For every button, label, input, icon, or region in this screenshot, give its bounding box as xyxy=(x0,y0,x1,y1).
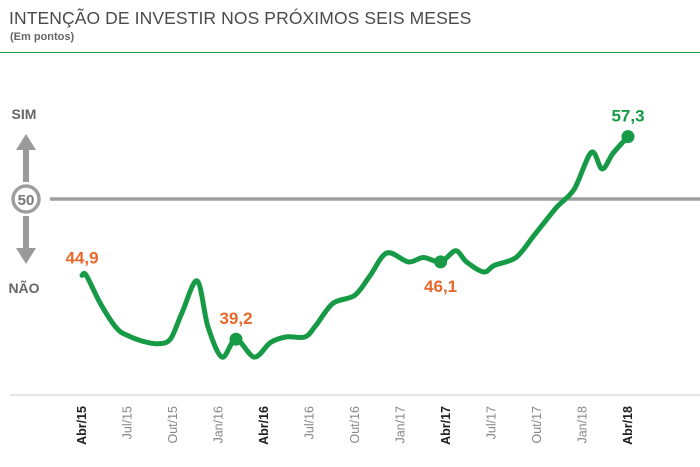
x-tick-label: Abr/17 xyxy=(439,406,453,445)
reference-circle xyxy=(11,184,41,214)
down-arrow-icon xyxy=(16,248,36,264)
chart-subtitle: (Em pontos) xyxy=(10,31,75,43)
data-label: 44,9 xyxy=(65,248,98,267)
indicator-down-label: NÃO xyxy=(8,279,39,296)
x-tick-label: Abr/16 xyxy=(257,406,271,445)
x-tick-label: Out/15 xyxy=(166,406,180,444)
data-label: 57,3 xyxy=(611,107,644,126)
x-tick-label: Jan/17 xyxy=(394,406,408,444)
x-tick-label: Jan/16 xyxy=(212,406,226,444)
reference-label: 50 xyxy=(18,192,35,209)
x-tick-label: Out/17 xyxy=(530,406,544,444)
x-tick-label: Abr/15 xyxy=(75,406,89,445)
series-line xyxy=(79,134,631,360)
x-tick-label: Jan/18 xyxy=(576,406,590,444)
x-tick-label: Jul/17 xyxy=(485,406,499,439)
x-tick-label: Jul/15 xyxy=(121,406,135,439)
series-marker xyxy=(621,130,635,144)
data-label: 39,2 xyxy=(219,309,252,328)
data-labels: 44,9 39,2 46,1 57,3 xyxy=(65,107,644,329)
x-tick-label: Abr/18 xyxy=(621,406,635,445)
header-divider xyxy=(0,52,700,53)
x-axis-ticks: Abr/15 Jul/15 Out/15 Jan/16 Abr/16 Jul/16 Out/… xyxy=(75,406,635,445)
chart-title: INTENÇÃO DE INVESTIR NOS PRÓXIMOS SEIS M… xyxy=(9,8,472,28)
series-markers xyxy=(229,130,635,346)
series-marker xyxy=(229,332,243,346)
data-label: 46,1 xyxy=(424,277,457,296)
up-arrow-icon xyxy=(16,134,36,150)
series-marker xyxy=(434,255,448,269)
x-tick-label: Jul/16 xyxy=(303,406,317,439)
x-tick-label: Out/16 xyxy=(348,406,362,444)
indicator-up-label: SIM xyxy=(12,106,37,122)
